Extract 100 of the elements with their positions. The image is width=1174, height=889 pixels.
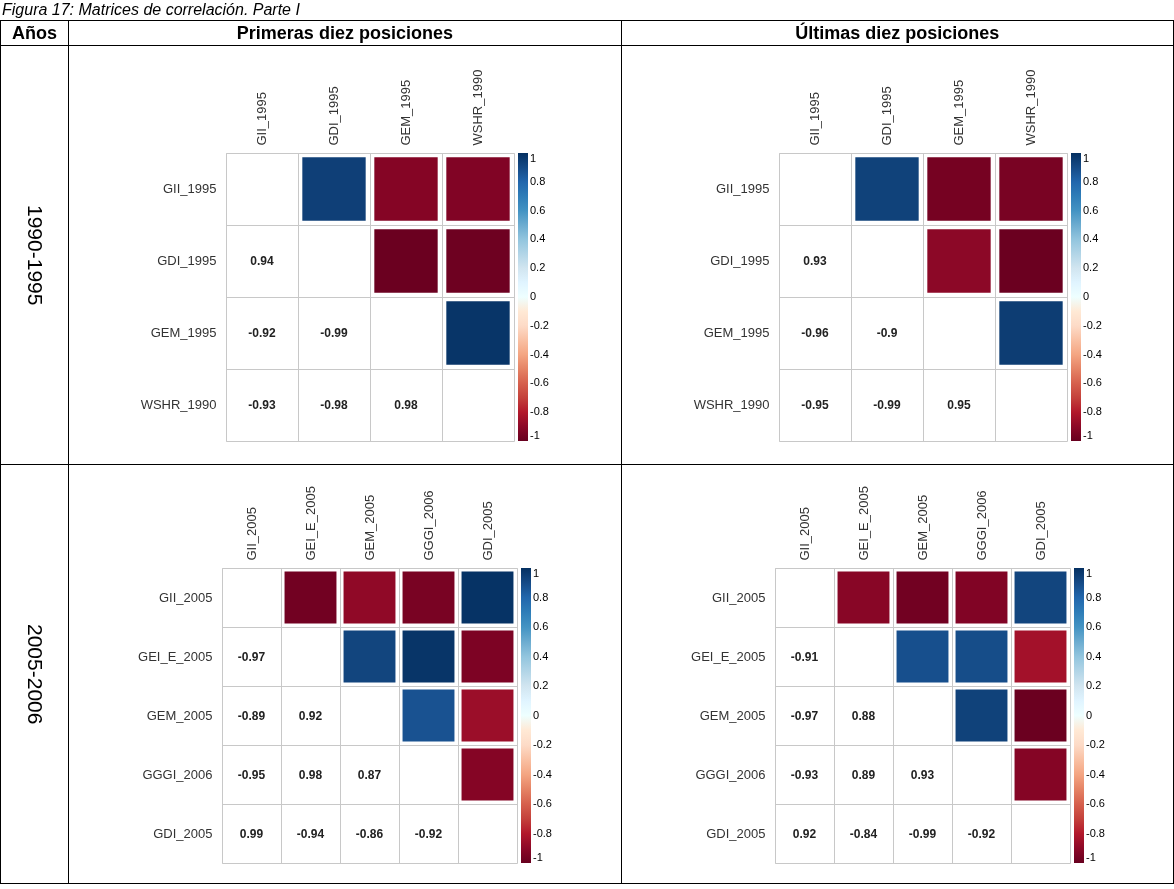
color-bar-label: -1 [1082,429,1093,441]
color-bar-label: 0.6 [1085,620,1102,632]
text: 0.95 [947,398,971,412]
text: 0.94 [250,254,275,268]
y-tick-label: GDI_2005 [153,825,213,841]
color-bar-label: -0.2 [533,738,553,750]
color-bar-label: -0.2 [530,318,550,331]
text: -0.92 [967,826,995,841]
y-tick-label: GEI_E_2005 [690,648,766,664]
text: -0.97 [790,708,818,723]
y-tick-label: GDI_1995 [710,253,770,268]
text: -0.9 [876,326,898,340]
color-bar-label: 0.2 [1085,679,1102,691]
x-tick-label: GDI_2005 [479,501,495,561]
text: -0.94 [297,826,325,841]
color-bar-label: 0 [1085,708,1092,721]
y-tick-label: GGGI_2006 [695,766,766,782]
x-tick-label: GGGI_2006 [973,490,989,561]
y-tick-label: GGGI_2006 [142,766,213,782]
color-bar-label: 0.4 [1085,649,1102,662]
text: -0.96 [801,326,829,340]
x-tick-label: GEM_2005 [361,494,377,561]
color-bar-label: -0.2 [1082,318,1102,331]
x-tick-label: GEM_1995 [950,79,966,146]
color-bar-label: -0.6 [1082,376,1102,389]
color-bar-label: -1 [533,851,544,863]
color-bar-label: 0.2 [1082,261,1099,274]
color-bar-label: 0.4 [533,649,549,662]
color-bar-label: -0.2 [1085,738,1105,750]
y-tick-label: GEM_1995 [703,325,770,340]
color-bar-label: 0.6 [530,203,546,216]
text: 0.92 [792,826,816,841]
x-tick-label: GII_2005 [796,507,812,561]
text: 0.93 [910,767,934,782]
color-bar-label: 0.8 [530,174,546,187]
text: -0.93 [248,398,277,412]
y-tick-label: GII_2005 [711,589,766,605]
color-bar-label: 0 [533,708,540,721]
text: Años [0,20,69,46]
text: 0.89 [851,767,875,782]
chart-title: Últimas diez posiciones [621,20,1174,46]
text: -0.84 [849,826,877,841]
text: Figura 17: Matrices de correlación. Parte I [1,0,301,20]
color-bar-label: -0.4 [530,347,550,360]
color-bar-label: -0.4 [1082,347,1102,360]
color-bar-label: -0.8 [533,826,553,839]
text: 0.98 [299,767,323,782]
color-bar-label: 0.8 [1085,590,1102,603]
text: -0.86 [356,826,384,841]
text: -0.92 [415,826,443,841]
text: 0.99 [240,826,264,841]
color-bar-label: -1 [530,429,541,441]
color-bar-label: 0.4 [1082,232,1099,245]
text: 0.93 [803,254,827,268]
text: -0.97 [238,649,266,664]
text: 0.88 [851,708,875,723]
x-tick-label: GEI_E_2005 [855,486,871,561]
y-tick-label: GEM_1995 [151,325,217,340]
text: 0.92 [299,708,323,723]
color-bar-label: -0.4 [533,767,553,780]
color-bar-label: -0.6 [530,376,550,389]
text: 0.98 [394,398,419,412]
text: -0.95 [238,767,266,782]
y-tick-label: GDI_1995 [157,253,217,268]
color-bar-label: 0.2 [533,679,549,691]
color-bar-label: -0.6 [1085,797,1105,809]
text: 0.87 [358,767,382,782]
color-bar-label: -1 [1085,851,1096,863]
y-tick-label: WSHR_1990 [141,397,217,412]
x-tick-label: GGGI_2006 [420,490,436,561]
color-bar-label: 1 [533,567,540,579]
x-tick-label: GEM_1995 [398,79,414,146]
x-tick-label: WSHR_1990 [1022,69,1038,146]
y-tick-label: GEM_2005 [147,707,213,723]
y-tick-label: GII_1995 [715,181,770,196]
y-tick-label: WSHR_1990 [693,397,770,412]
color-bar-label: -0.6 [533,797,553,809]
x-tick-label: GII_1995 [806,92,822,146]
y-axis-title: 1990-1995 [22,204,47,306]
x-tick-label: WSHR_1990 [470,69,486,146]
y-tick-label: GII_2005 [159,589,213,605]
y-tick-label: GDI_2005 [706,825,766,841]
chart-title: Primeras diez posiciones [68,20,622,46]
y-tick-label: GEM_2005 [699,707,766,723]
color-bar-label: 0.8 [1082,174,1099,187]
color-bar-label: -0.4 [1085,767,1105,780]
x-tick-label: GDI_1995 [326,86,342,146]
text: -0.99 [873,398,901,412]
color-bar-label: 0 [1082,290,1089,302]
color-bar-label: -0.8 [1082,405,1102,418]
x-tick-label: GDI_2005 [1032,501,1048,561]
x-tick-label: GII_2005 [243,507,259,561]
text: -0.99 [908,826,936,841]
color-bar-label: 0 [530,290,537,302]
y-axis-title: 2005-2006 [22,623,47,725]
color-bar-label: 0.6 [1082,203,1099,216]
color-bar-label: 0.8 [533,590,549,603]
text: -0.89 [238,708,266,723]
text: -0.95 [801,398,829,412]
x-tick-label: GII_1995 [254,92,270,146]
